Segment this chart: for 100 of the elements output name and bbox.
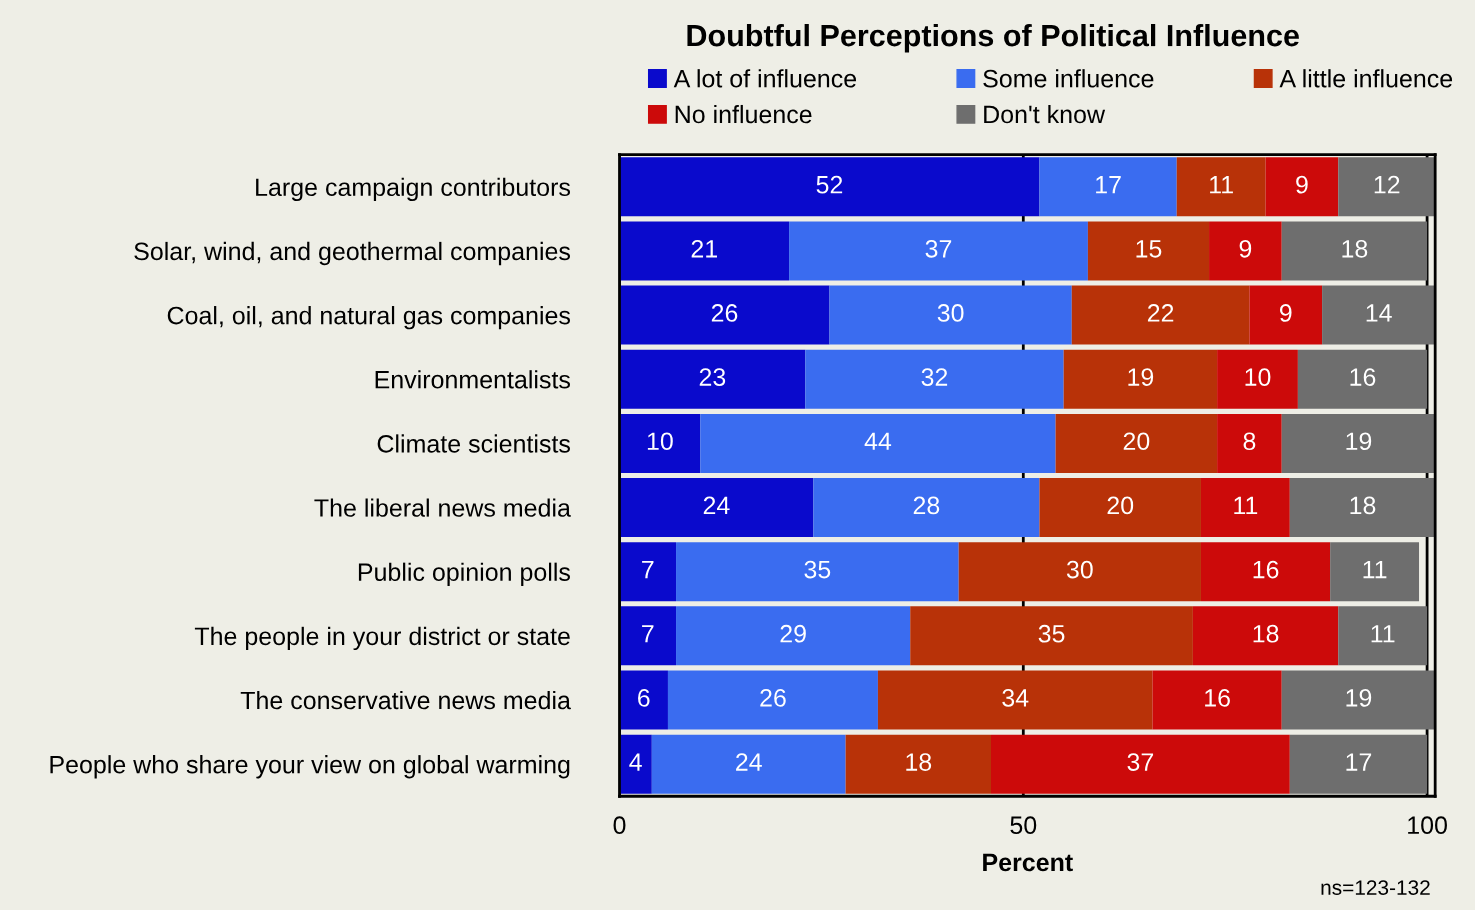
data-label: 9 [1279,304,1292,322]
bar [1338,157,1436,217]
legend-label: A little influence [1279,69,1453,88]
data-label: 10 [647,432,673,451]
data-label: 19 [1128,368,1154,386]
y-tick-label: Public opinion polls [358,562,570,586]
data-label: 22 [1147,304,1174,322]
data-label: 18 [1253,624,1279,643]
y-tick-label: Solar, wind, and geothermal companies [134,241,571,266]
y-tick-label: Climate scientists [377,434,570,453]
bar [619,478,814,538]
legend-label: Don't know [984,104,1106,124]
data-label: 19 [1346,689,1372,707]
data-label: 32 [921,368,948,386]
x-axis-title: Percent [983,853,1073,872]
data-label: 11 [1234,496,1258,515]
data-label: 37 [1127,753,1154,771]
data-label: 44 [864,432,892,450]
x-tick-label: 50 [1010,816,1037,835]
data-label: 10 [1245,368,1271,386]
bar [619,285,830,345]
bar [619,542,677,602]
bar [619,349,806,409]
data-label: 11 [1371,625,1395,643]
data-label: 23 [699,368,726,386]
data-label: 17 [1346,753,1372,771]
y-tick-label: Large campaign contributors [256,177,571,202]
x-tick-label: 0 [613,816,626,835]
data-label: 37 [925,239,952,258]
data-label: 17 [1096,176,1121,194]
y-tick-label: The conservative news media [240,690,571,710]
bar [1281,221,1428,281]
data-label: 52 [816,175,843,194]
bar [1330,542,1420,602]
data-label: 9 [1239,239,1252,258]
data-label: 16 [1253,560,1279,579]
y-tick-label: People who share your view on global warming [50,755,570,779]
y-tick-label: Environmentalists [375,370,570,389]
data-label: 18 [1350,496,1376,515]
bar [1322,285,1436,345]
bar [805,349,1064,409]
bar [676,606,911,666]
bar [1055,413,1218,473]
bar [619,734,652,794]
legend-label: No influence [675,104,812,124]
bar [619,606,677,666]
bar [877,670,1153,730]
data-label: 20 [1107,496,1134,515]
data-label: 19 [1346,432,1372,451]
data-label: 28 [913,496,940,515]
bar [667,670,878,730]
bar [676,542,959,602]
data-label: 6 [638,689,650,707]
data-label: 26 [711,304,738,322]
bar [1217,413,1282,473]
data-label: 18 [906,753,932,771]
data-label: 35 [1038,624,1065,643]
bar [1039,157,1177,217]
bar [958,542,1201,602]
bar [651,734,846,794]
x-tick-label: 100 [1408,816,1447,835]
bar [700,413,1056,473]
legend-label: A lot of influence [673,69,857,88]
bar [845,734,991,794]
data-label: 16 [1205,689,1230,707]
bar [1338,606,1428,666]
bar [1265,157,1339,217]
data-label: 14 [1366,304,1392,322]
y-tick-label: The liberal news media [314,498,571,517]
data-label: 20 [1123,432,1150,451]
bar [1289,478,1436,538]
data-label: 30 [1066,560,1093,579]
data-label: 11 [1210,176,1233,194]
bar [619,413,701,473]
bar [910,606,1193,666]
bar [991,734,1290,794]
data-label: 15 [1136,240,1162,258]
bar [619,221,790,281]
data-label: 26 [760,689,786,707]
bar [1217,349,1298,409]
y-tick-label: Coal, oil, and natural gas companies [167,306,571,330]
chart-title: Doubtful Perceptions of Political Influence [687,23,1299,53]
data-label: 30 [937,304,964,322]
bar [1200,478,1290,538]
bar [1039,478,1201,538]
data-label: 34 [1002,689,1029,707]
bar [1200,542,1331,602]
data-label: 4 [629,753,642,771]
bar [789,221,1088,281]
data-label: 7 [642,560,654,579]
data-label: 7 [642,625,654,643]
data-label: 8 [1243,432,1256,451]
bar [1192,606,1339,666]
bar [1289,734,1428,794]
data-label: 12 [1374,175,1400,194]
legend-label: Some influence [983,69,1154,88]
data-label: 21 [691,239,717,258]
y-tick-label: The people in your district or state [194,626,570,651]
bar [1209,221,1282,281]
bar [1281,670,1436,730]
